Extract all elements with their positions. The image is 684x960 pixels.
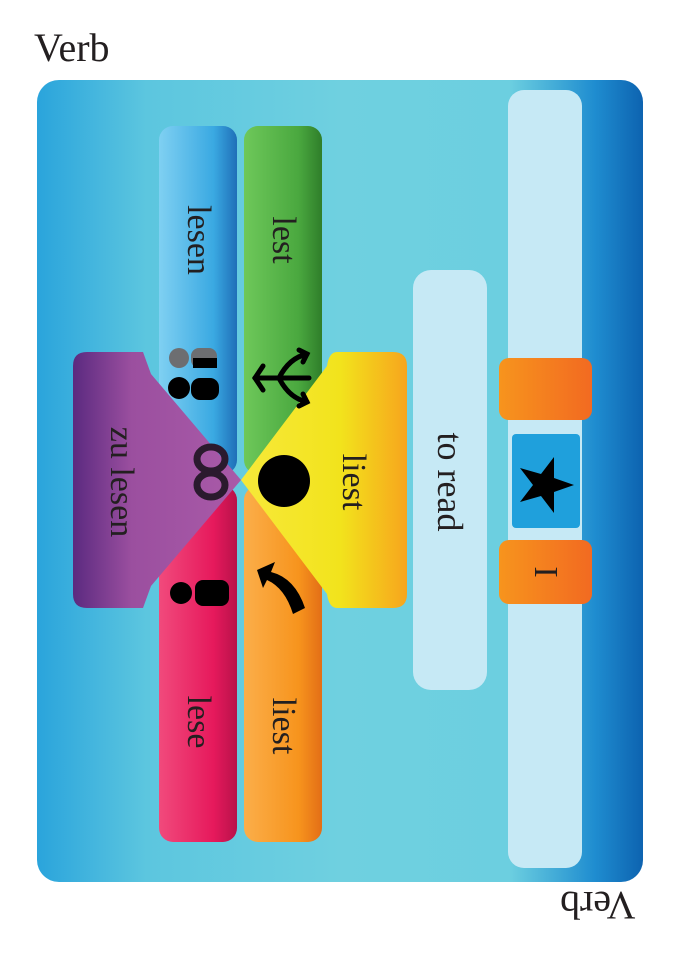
zu-infinitive-label: zu lesen <box>103 426 140 538</box>
star-icon <box>515 454 577 516</box>
zu-infinitive-block <box>73 352 243 608</box>
infinitive-label: lesen <box>180 205 217 275</box>
card-title-mirrored: Verb <box>560 883 636 928</box>
third-singular-block <box>241 352 407 608</box>
translation-label: to read <box>430 432 470 532</box>
pronoun-top-tab <box>499 358 592 420</box>
curved-arrow-icon <box>249 558 315 624</box>
pronoun-label: I <box>527 566 564 578</box>
verb-card: to read I lesen lest lese liest zu lesen… <box>37 80 643 882</box>
card-title: Verb <box>34 25 110 70</box>
pronoun-bottom-tab <box>499 540 592 604</box>
arrows-split-icon <box>249 346 315 410</box>
third-singular-label: liest <box>335 453 372 511</box>
second-singular-label: liest <box>265 697 302 755</box>
first-singular-label: lese <box>180 695 217 749</box>
third-plural-label: lest <box>265 216 302 264</box>
single-person-icon <box>169 574 231 612</box>
two-people-icon <box>167 342 231 412</box>
translation-pill <box>413 270 487 690</box>
infinity-icon <box>181 442 241 502</box>
dot-icon <box>257 454 311 508</box>
